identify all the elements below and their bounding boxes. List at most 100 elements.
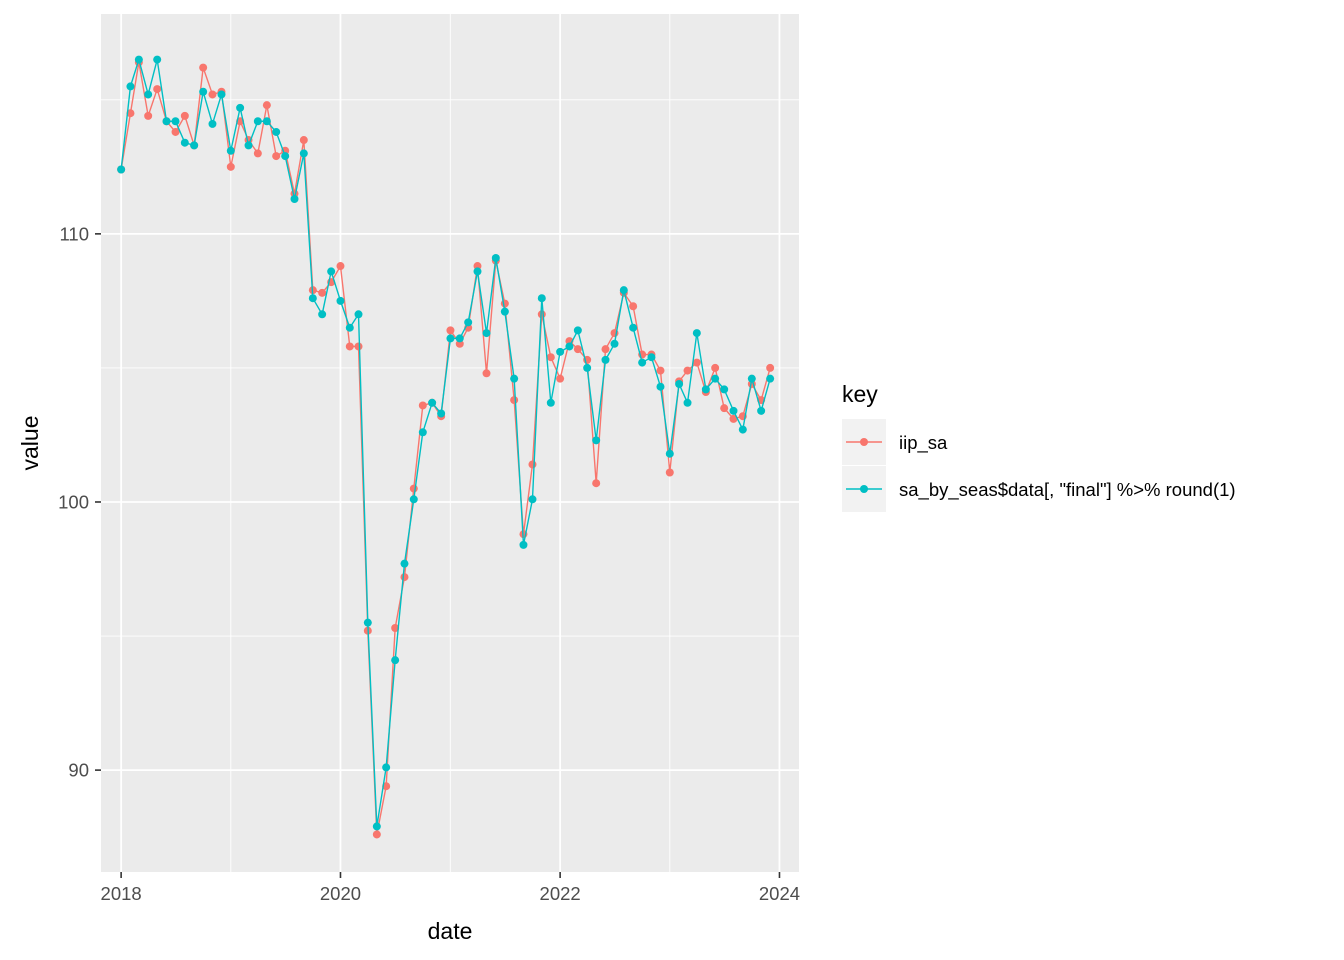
data-point bbox=[290, 195, 299, 204]
data-point bbox=[236, 103, 245, 112]
y-tick-label: 110 bbox=[60, 223, 90, 244]
data-point bbox=[510, 374, 519, 383]
x-tick-label: 2024 bbox=[759, 883, 800, 904]
data-point bbox=[180, 138, 189, 147]
data-point bbox=[226, 146, 235, 155]
data-point bbox=[144, 90, 153, 99]
data-point bbox=[126, 109, 135, 118]
data-point bbox=[482, 369, 491, 378]
data-point bbox=[354, 342, 363, 351]
data-point bbox=[418, 428, 427, 437]
data-point bbox=[363, 618, 372, 627]
data-point bbox=[546, 353, 555, 362]
data-point bbox=[391, 656, 400, 665]
data-point bbox=[437, 409, 446, 418]
data-point bbox=[199, 63, 208, 72]
x-axis-title: date bbox=[428, 918, 473, 944]
data-point bbox=[171, 127, 180, 136]
data-point bbox=[766, 374, 775, 383]
data-point bbox=[153, 85, 162, 94]
data-point bbox=[573, 345, 582, 354]
data-point bbox=[134, 55, 143, 64]
data-point bbox=[738, 425, 747, 434]
data-point bbox=[372, 830, 381, 839]
data-point bbox=[583, 363, 592, 372]
data-point bbox=[208, 119, 217, 128]
data-point bbox=[766, 363, 775, 372]
data-point bbox=[720, 404, 729, 413]
data-point bbox=[391, 624, 400, 633]
data-point bbox=[262, 117, 271, 126]
data-point bbox=[446, 326, 455, 335]
y-tick-label: 90 bbox=[68, 760, 89, 781]
data-point bbox=[409, 495, 418, 504]
data-point bbox=[409, 484, 418, 493]
data-point bbox=[729, 406, 738, 415]
data-point bbox=[372, 822, 381, 831]
y-axis-title: value bbox=[17, 416, 43, 471]
series-line bbox=[120, 58, 771, 828]
data-point bbox=[345, 342, 354, 351]
data-point bbox=[610, 339, 619, 348]
data-point bbox=[556, 374, 565, 383]
data-point bbox=[546, 398, 555, 407]
data-point bbox=[418, 401, 427, 410]
data-point bbox=[683, 398, 692, 407]
data-point bbox=[272, 152, 281, 161]
data-point bbox=[144, 111, 153, 120]
data-point bbox=[592, 479, 601, 488]
data-point bbox=[199, 87, 208, 96]
data-point bbox=[528, 495, 537, 504]
legend-key-point bbox=[860, 438, 868, 446]
data-point bbox=[464, 318, 473, 327]
data-point bbox=[701, 385, 710, 394]
data-point bbox=[473, 267, 482, 276]
legend-item: iip_sa bbox=[842, 419, 948, 465]
data-point bbox=[565, 342, 574, 351]
data-point bbox=[729, 414, 738, 423]
y-tick-label: 100 bbox=[58, 491, 89, 512]
data-point bbox=[528, 460, 537, 469]
data-point bbox=[217, 90, 226, 99]
data-point bbox=[482, 329, 491, 338]
legend-label: sa_by_seas$data[, "final"] %>% round(1) bbox=[899, 479, 1236, 501]
legend-key-point bbox=[860, 485, 868, 493]
data-point bbox=[619, 286, 628, 295]
data-point bbox=[647, 353, 656, 362]
data-point bbox=[190, 141, 199, 150]
grid-major bbox=[101, 14, 799, 872]
data-point bbox=[757, 406, 766, 415]
data-point bbox=[327, 267, 336, 276]
data-point bbox=[308, 294, 317, 303]
data-point bbox=[253, 117, 262, 126]
data-point bbox=[455, 334, 464, 343]
data-point bbox=[556, 347, 565, 356]
data-point bbox=[446, 334, 455, 343]
data-point bbox=[180, 111, 189, 120]
data-point bbox=[336, 296, 345, 305]
data-point bbox=[491, 253, 500, 262]
data-point bbox=[253, 149, 262, 158]
series-2 bbox=[117, 55, 775, 831]
data-point bbox=[262, 101, 271, 110]
data-point bbox=[629, 323, 638, 332]
data-point bbox=[126, 82, 135, 91]
data-point bbox=[162, 117, 171, 126]
data-point bbox=[665, 468, 674, 477]
data-point bbox=[345, 323, 354, 332]
data-point bbox=[510, 396, 519, 405]
legend-title: key bbox=[842, 381, 878, 407]
data-point bbox=[226, 162, 235, 171]
data-point bbox=[601, 345, 610, 354]
data-point bbox=[299, 149, 308, 158]
legend-keys: iip_sa sa_by_seas$data[, "final"] %>% rou… bbox=[842, 419, 1236, 512]
data-point bbox=[573, 326, 582, 335]
data-point bbox=[711, 374, 720, 383]
data-point bbox=[382, 763, 391, 772]
legend-label: iip_sa bbox=[899, 432, 948, 454]
data-point bbox=[299, 136, 308, 145]
data-point bbox=[665, 449, 674, 458]
data-point bbox=[318, 288, 327, 297]
data-point bbox=[428, 398, 437, 407]
data-point bbox=[692, 358, 701, 367]
